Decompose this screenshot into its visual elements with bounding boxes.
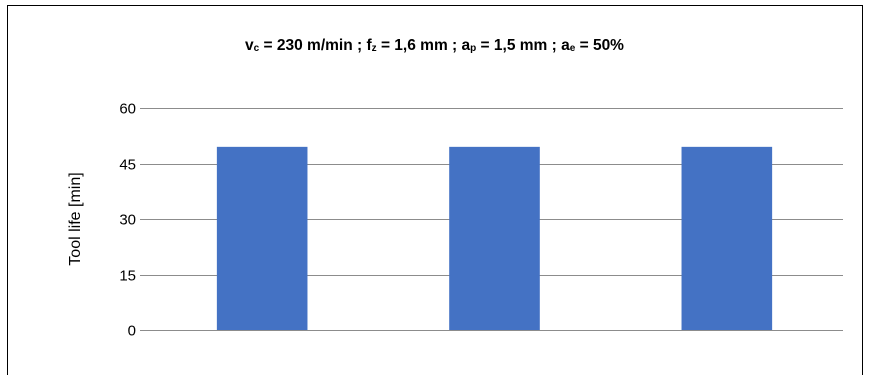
bars [216, 146, 773, 330]
title-ap-subscript: p [470, 43, 477, 54]
title-vc-subscript: c [253, 43, 260, 54]
y-tick-label: 15 [119, 268, 136, 285]
bar-1 [216, 146, 308, 330]
chart-frame [7, 5, 863, 375]
title-ap-value: = 1,5 mm ; [476, 37, 562, 54]
chart-title: vc = 230 m/min ; fz = 1,6 mm ; ap = 1,5 … [0, 37, 869, 55]
y-tick-label: 0 [128, 323, 136, 340]
title-ae-value: = 50% [575, 37, 624, 54]
title-fz-symbol: f [366, 37, 372, 54]
title-vc-value: = 230 m/min ; [259, 37, 367, 54]
bar-chart: 0 15 30 45 60 Tool life [min] [67, 101, 843, 340]
bar-3 [681, 146, 773, 330]
y-tick-label: 45 [119, 157, 136, 174]
y-tick-label: 60 [119, 101, 136, 118]
title-ap-symbol: a [461, 37, 471, 54]
title-ae-symbol: a [561, 37, 570, 54]
y-tick-label: 30 [119, 212, 136, 229]
y-tick-labels: 0 15 30 45 60 [119, 101, 136, 340]
title-vc-symbol: v [245, 37, 254, 54]
title-fz-subscript: z [371, 43, 377, 54]
title-ae-subscript: e [569, 43, 576, 54]
bar-2 [449, 146, 540, 330]
title-fz-value: = 1,6 mm ; [376, 37, 462, 54]
y-axis-label: Tool life [min] [67, 172, 84, 265]
